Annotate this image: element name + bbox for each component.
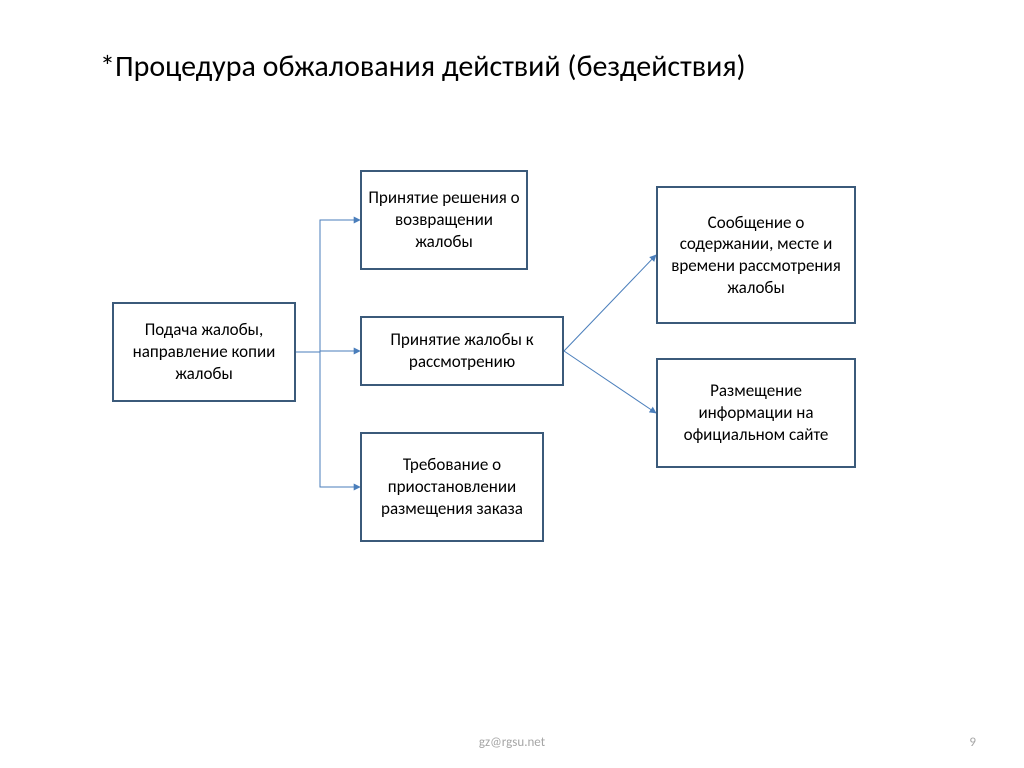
flowchart-edge	[564, 351, 656, 413]
flowchart-node-label: Сообщение о содержании, месте и времени …	[658, 208, 854, 303]
slide: *Процедура обжалования действий (бездейс…	[0, 0, 1024, 768]
flowchart-edge	[296, 352, 360, 487]
flowchart-node-label: Принятие жалобы к рассмотрению	[362, 325, 562, 377]
flowchart-node: Подача жалобы, направление копии жалобы	[112, 302, 296, 402]
flowchart-node-label: Подача жалобы, направление копии жалобы	[114, 315, 294, 388]
footer-email: gz@rgsu.net	[479, 735, 545, 750]
slide-title: *Процедура обжалования действий (бездейс…	[100, 48, 746, 85]
flowchart-edge	[296, 351, 360, 352]
flowchart-edge	[564, 255, 656, 351]
flowchart-node: Принятие решения о возвращении жалобы	[360, 170, 528, 270]
flowchart-edge	[296, 220, 360, 352]
footer-page-number: 9	[969, 735, 976, 750]
flowchart-node-label: Принятие решения о возвращении жалобы	[362, 183, 526, 256]
flowchart-node: Сообщение о содержании, месте и времени …	[656, 186, 856, 324]
flowchart-node-label: Требование о приостановлении размещения …	[362, 450, 542, 523]
flowchart-node-label: Размещение информации на официальном сай…	[658, 376, 854, 449]
flowchart-node: Принятие жалобы к рассмотрению	[360, 316, 564, 386]
flowchart-node: Требование о приостановлении размещения …	[360, 432, 544, 542]
flowchart-node: Размещение информации на официальном сай…	[656, 358, 856, 468]
